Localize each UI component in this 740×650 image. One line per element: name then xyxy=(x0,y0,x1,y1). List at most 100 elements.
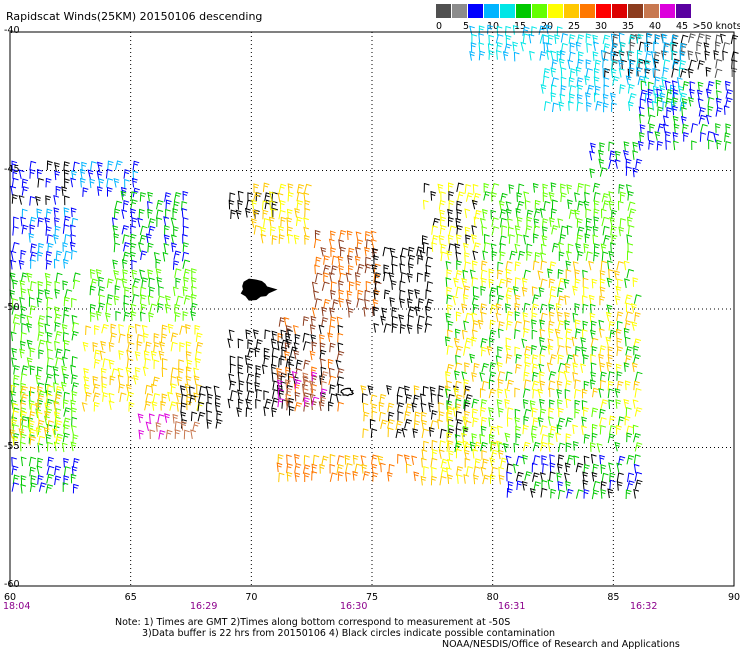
legend-swatch xyxy=(564,4,580,18)
wind-barb xyxy=(574,379,581,389)
wind-barb xyxy=(576,234,583,244)
wind-barb xyxy=(531,312,538,323)
wind-barb xyxy=(35,427,42,437)
wind-barb xyxy=(148,413,155,424)
wind-barb xyxy=(554,34,560,44)
wind-barb xyxy=(611,209,618,220)
wind-barb xyxy=(382,246,390,257)
wind-barb xyxy=(53,258,60,269)
wind-barb xyxy=(653,41,659,52)
wind-barb xyxy=(593,92,600,103)
wind-barb xyxy=(455,217,462,228)
wind-barb xyxy=(496,440,503,451)
wind-barb xyxy=(373,322,380,333)
wind-barb xyxy=(481,362,490,373)
wind-barb xyxy=(260,233,267,244)
island-outline xyxy=(240,278,278,301)
wind-barb xyxy=(121,278,128,288)
wind-barb xyxy=(496,285,503,296)
wind-barb xyxy=(304,472,310,482)
wind-barb xyxy=(253,224,261,235)
legend-swatch xyxy=(532,4,548,18)
wind-barb xyxy=(514,329,521,339)
wind-barb xyxy=(623,398,630,409)
wind-barb xyxy=(715,97,722,108)
wind-barb xyxy=(488,34,495,45)
wind-barb xyxy=(63,215,71,226)
wind-barb xyxy=(247,347,256,358)
wind-barb xyxy=(497,388,503,399)
wind-barb xyxy=(407,254,416,265)
wind-barb xyxy=(549,425,557,436)
wind-barb xyxy=(93,401,100,412)
wind-barb xyxy=(557,311,563,322)
wind-barb xyxy=(18,259,25,270)
wind-barb xyxy=(622,149,629,160)
wind-barb xyxy=(296,199,304,210)
wind-barb xyxy=(20,402,27,412)
wind-barb xyxy=(399,289,406,300)
wind-barb xyxy=(131,269,138,280)
wind-barb xyxy=(373,255,379,265)
wind-barb xyxy=(102,358,110,368)
wind-barb xyxy=(539,380,546,391)
wind-barb xyxy=(455,419,463,429)
wind-barb xyxy=(165,199,172,210)
wind-barb xyxy=(277,397,285,408)
wind-barb xyxy=(53,401,60,412)
wind-barb xyxy=(128,401,135,412)
wind-barb xyxy=(448,191,455,201)
wind-barb xyxy=(26,272,33,283)
wind-barb xyxy=(637,140,644,151)
wind-barb xyxy=(336,376,344,386)
wind-barb xyxy=(505,294,512,304)
wind-barb xyxy=(255,372,261,383)
wind-barb xyxy=(271,407,277,418)
wind-barb xyxy=(564,462,571,473)
wind-barb xyxy=(71,170,77,180)
wind-barb xyxy=(542,183,549,194)
wind-barb xyxy=(557,336,564,347)
wind-barb xyxy=(37,251,44,262)
wind-barb xyxy=(396,386,405,397)
wind-barb xyxy=(495,303,502,314)
wind-barb xyxy=(540,84,547,94)
wind-barb xyxy=(610,51,617,61)
wind-barb xyxy=(432,449,438,459)
wind-barb xyxy=(44,323,51,334)
wind-barb xyxy=(455,428,462,438)
wind-barb xyxy=(569,93,575,104)
wind-barb xyxy=(522,388,531,398)
wind-barb xyxy=(637,75,646,86)
wind-barb xyxy=(644,67,652,78)
wind-barb xyxy=(621,59,627,70)
wind-barb xyxy=(557,370,565,381)
wind-barb xyxy=(108,400,115,411)
wind-barb xyxy=(654,34,661,45)
wind-barb xyxy=(548,380,556,390)
wind-barb xyxy=(330,247,336,257)
wind-barb xyxy=(537,388,544,399)
wind-barb xyxy=(44,402,51,413)
wind-barb xyxy=(647,130,654,141)
wind-barb xyxy=(71,297,77,308)
wind-barb xyxy=(245,398,252,409)
wind-barb xyxy=(206,410,213,420)
note-line-1: Note: 1) Times are GMT 2)Times along bot… xyxy=(115,617,511,628)
wind-barb xyxy=(60,381,67,392)
wind-barb xyxy=(237,371,244,382)
wind-barb xyxy=(602,34,611,45)
wind-barb xyxy=(186,400,192,411)
wind-barb xyxy=(388,463,395,474)
wind-barb xyxy=(704,50,711,61)
wind-barb xyxy=(405,463,412,474)
wind-barb xyxy=(11,194,19,204)
wind-barb xyxy=(522,26,530,36)
wind-barb xyxy=(144,384,152,395)
wind-barb xyxy=(355,246,361,257)
wind-barb xyxy=(552,102,559,113)
wind-barb xyxy=(628,92,637,103)
wind-barb xyxy=(107,160,114,171)
wind-barb xyxy=(53,441,60,452)
wind-barb xyxy=(36,411,43,422)
